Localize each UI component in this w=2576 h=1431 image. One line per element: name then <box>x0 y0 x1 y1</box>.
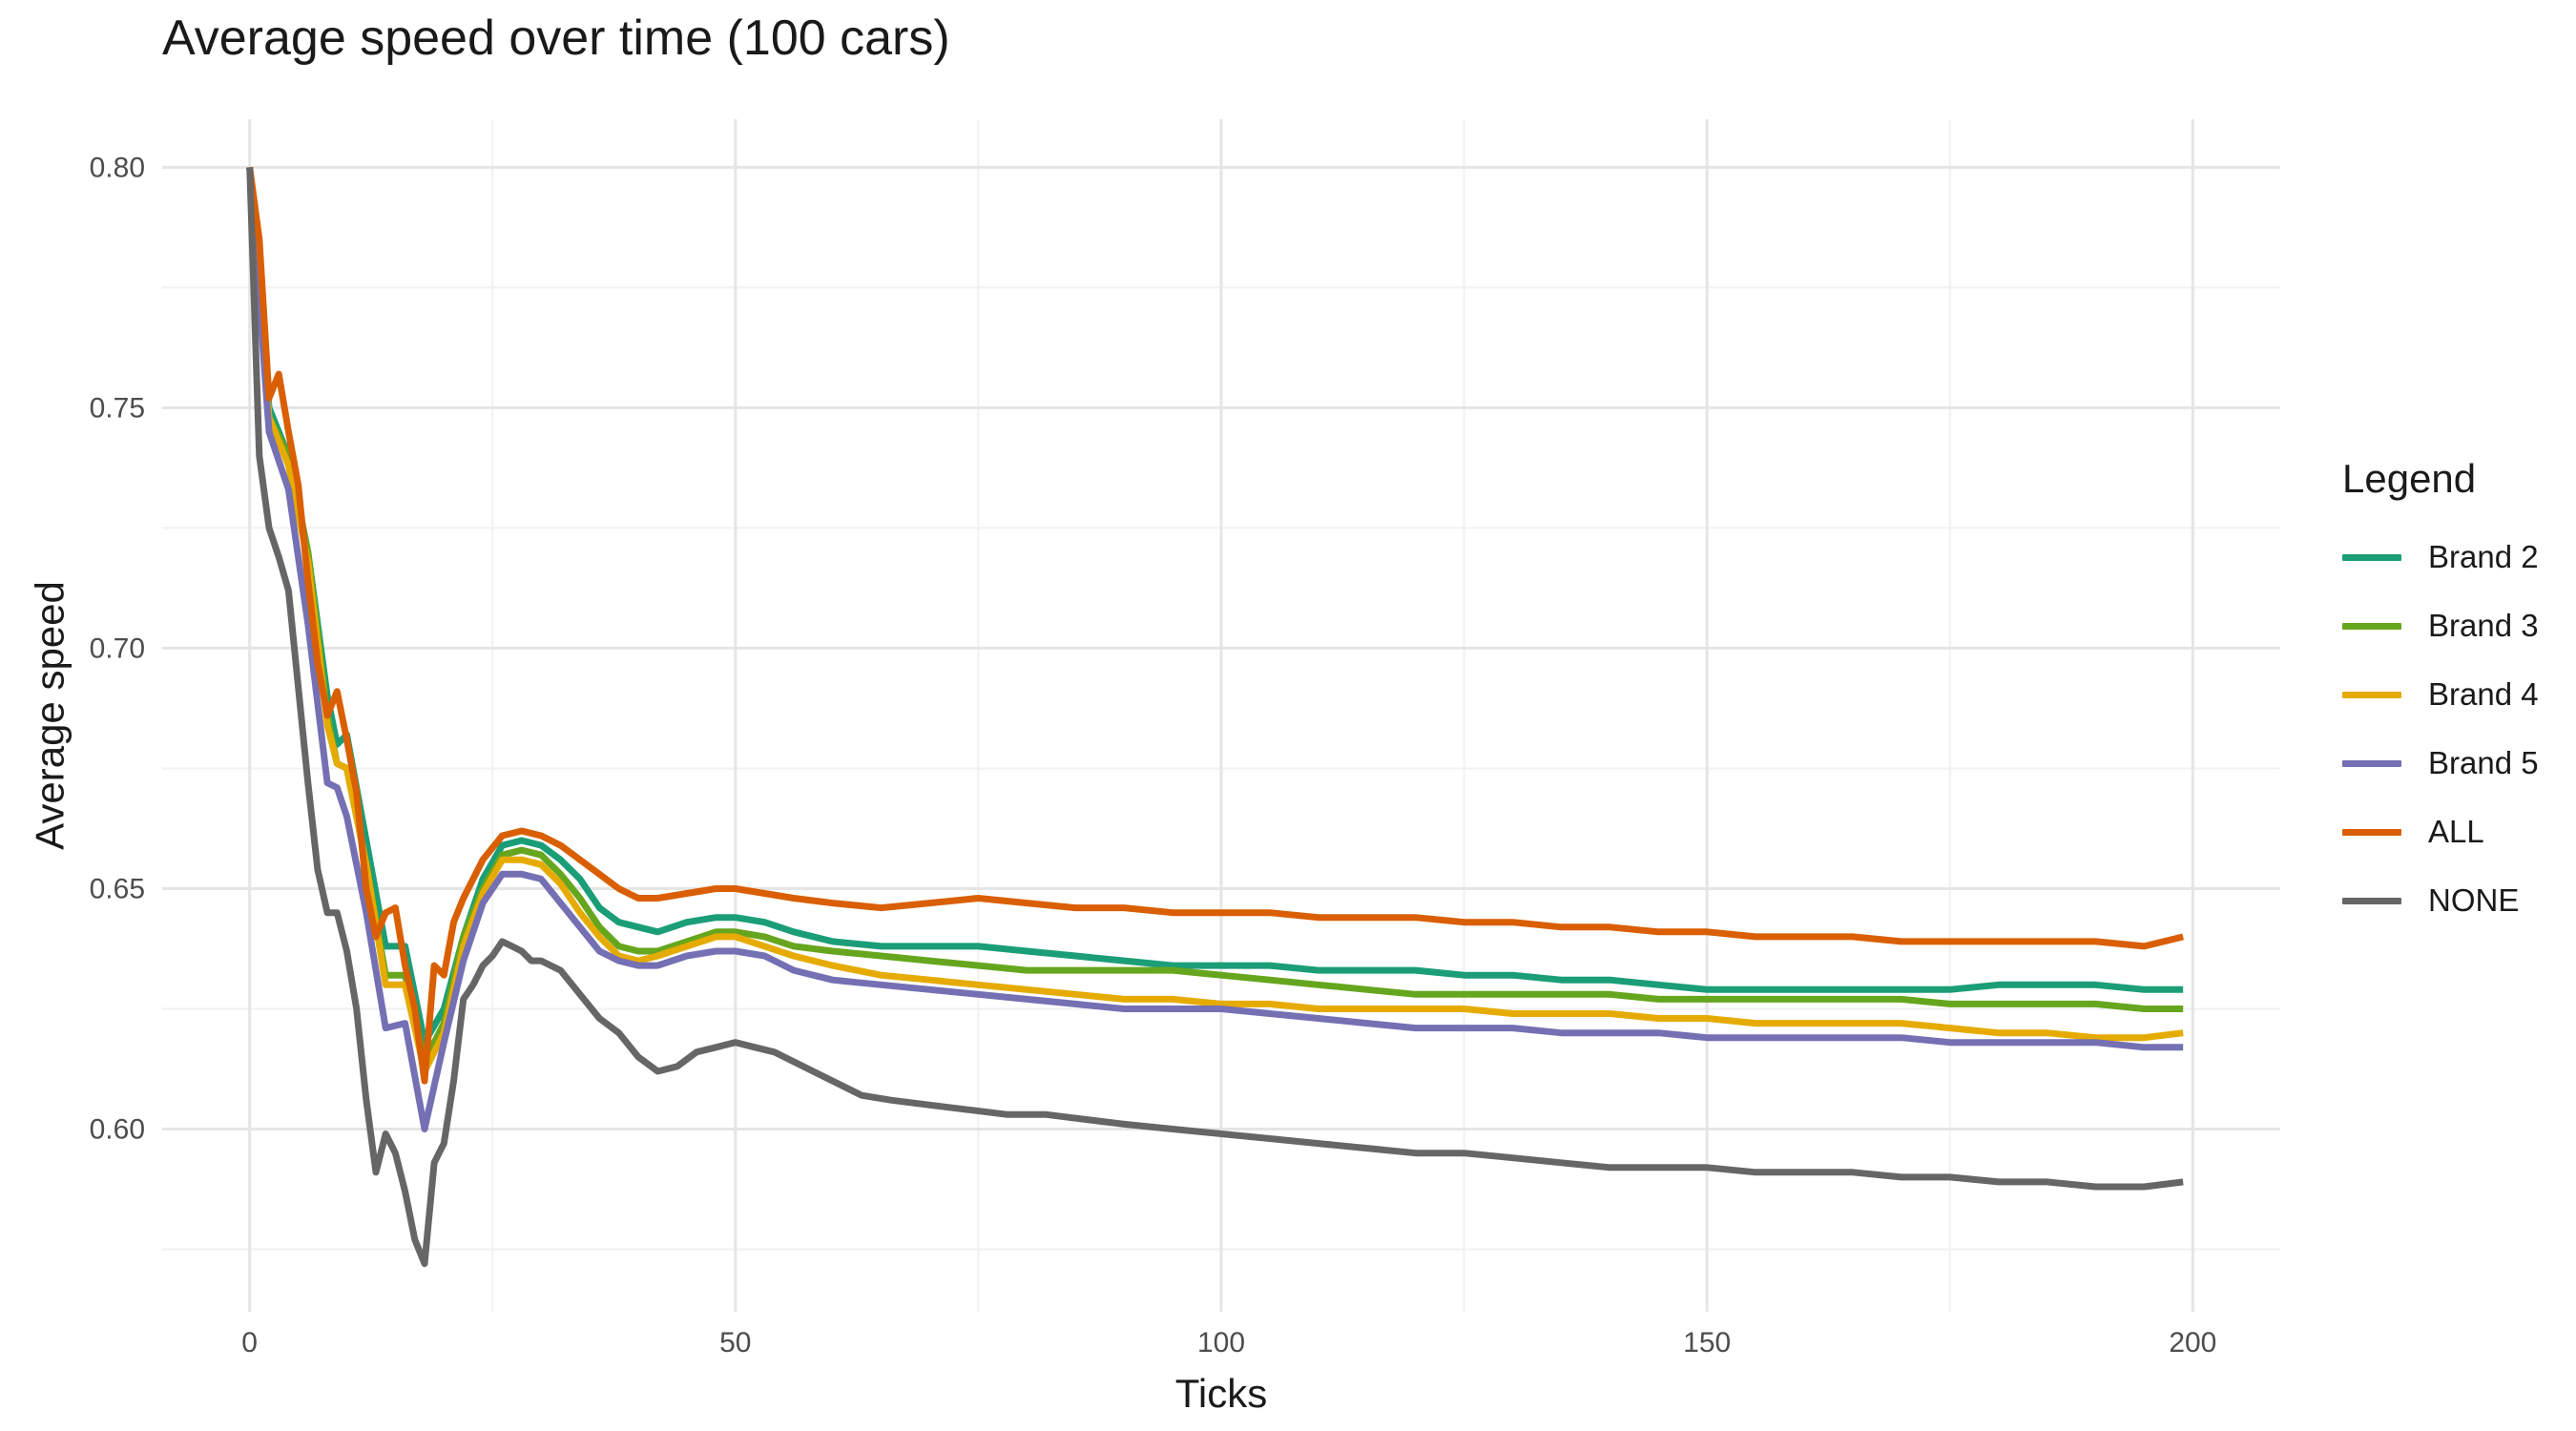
series-line-all <box>246 166 2185 1085</box>
x-tick-label: 50 <box>719 1327 751 1358</box>
legend-item-brand-2: Brand 2 <box>2342 523 2539 591</box>
series-line-brand-3 <box>246 167 2184 1066</box>
y-tick-label: 0.80 <box>90 152 145 183</box>
legend-key <box>2342 897 2401 904</box>
tick-labels: 0 50 100 150 200 0.60 0.65 0.70 0.75 0.80 <box>90 152 2217 1358</box>
legend-label: Brand 2 <box>2428 539 2539 574</box>
x-tick-label: 0 <box>241 1327 258 1358</box>
chart-title: Average speed over time (100 cars) <box>162 10 950 66</box>
legend-item-brand-3: Brand 3 <box>2342 591 2539 660</box>
legend-item-none: NONE <box>2342 866 2539 935</box>
legend-key <box>2342 622 2401 630</box>
legend-label: Brand 4 <box>2428 676 2539 712</box>
legend-key <box>2342 828 2401 836</box>
x-tick-label: 200 <box>2169 1327 2216 1358</box>
legend-key <box>2342 691 2401 698</box>
y-axis-title: Average speed <box>28 581 73 850</box>
series-line-none <box>246 167 2184 1268</box>
legend-label: Brand 3 <box>2428 608 2539 643</box>
series-lines <box>246 166 2185 1268</box>
legend-label: ALL <box>2428 814 2484 849</box>
y-tick-label: 0.65 <box>90 873 145 904</box>
series-line-brand-5 <box>246 167 2184 1132</box>
legend-key <box>2342 759 2401 767</box>
x-axis-title: Ticks <box>1175 1371 1267 1416</box>
y-tick-label: 0.70 <box>90 633 145 664</box>
x-tick-label: 100 <box>1197 1327 1245 1358</box>
series-line-brand-2 <box>246 167 2184 1047</box>
legend-title: Legend <box>2342 456 2477 501</box>
series-line-brand-4 <box>246 167 2184 1075</box>
legend-items: Brand 2 Brand 3 Brand 4 Brand 5 ALL NONE <box>2342 523 2539 935</box>
y-tick-label: 0.75 <box>90 392 145 424</box>
legend-item-all: ALL <box>2342 798 2539 866</box>
legend-key <box>2342 553 2401 561</box>
legend-label: NONE <box>2428 882 2520 918</box>
legend-item-brand-5: Brand 5 <box>2342 729 2539 798</box>
legend: Legend Brand 2 Brand 3 Brand 4 Brand 5 ALL NO… <box>2342 456 2539 935</box>
grid-lines <box>162 119 2280 1312</box>
x-tick-label: 150 <box>1683 1327 1731 1358</box>
legend-item-brand-4: Brand 4 <box>2342 660 2539 729</box>
y-tick-label: 0.60 <box>90 1113 145 1145</box>
legend-label: Brand 5 <box>2428 745 2539 780</box>
